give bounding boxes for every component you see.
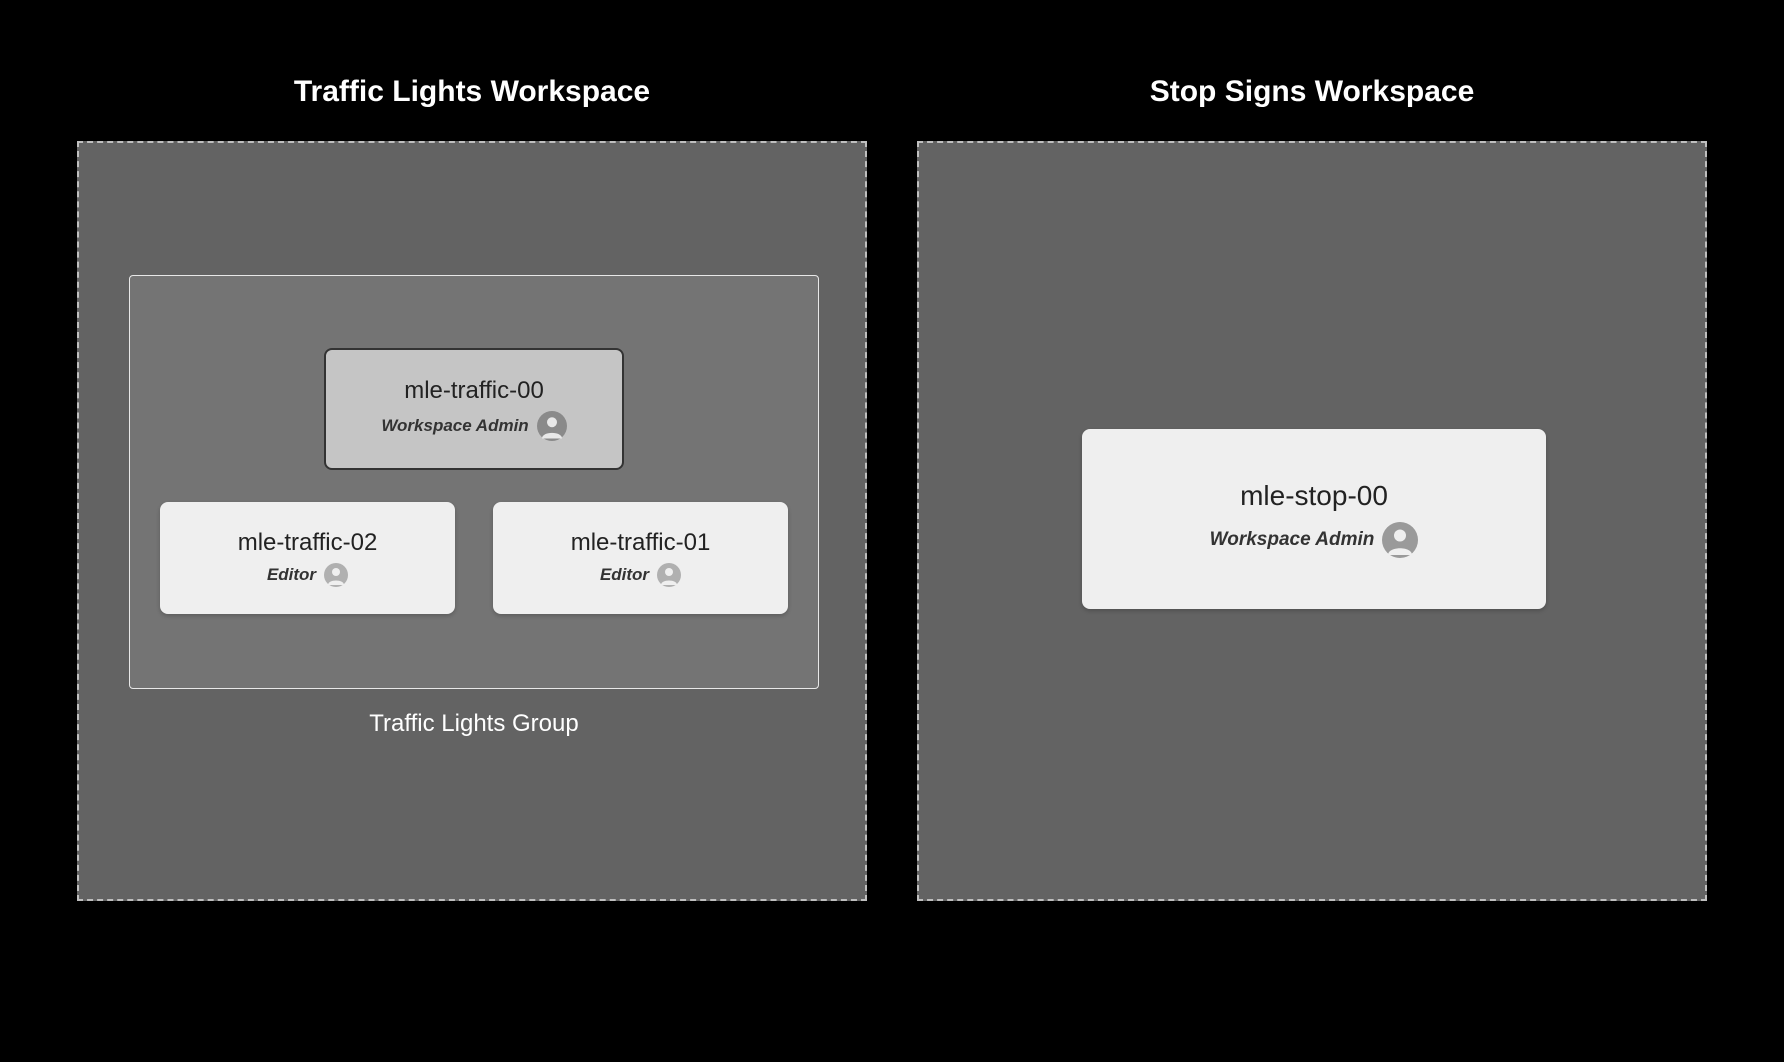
card-name: mle-traffic-00 [404,377,544,405]
user-icon [537,411,567,441]
editor-row: mle-traffic-02 Editor mle-traffic-01 [158,502,790,614]
role-line: Editor [600,563,681,587]
user-icon [1382,522,1418,558]
workspace-column-traffic: Traffic Lights Workspace mle-traffic-00 … [77,75,867,901]
editor-card: mle-traffic-02 Editor [160,502,455,614]
admin-card: mle-traffic-00 Workspace Admin [324,348,624,470]
user-icon [324,563,348,587]
workspace-title: Traffic Lights Workspace [294,75,650,109]
group-label: Traffic Lights Group [130,710,818,738]
workspace-box-stop: mle-stop-00 Workspace Admin [917,141,1707,901]
workspace-box-traffic: mle-traffic-00 Workspace Admin mle-traff… [77,141,867,901]
diagram-container: Traffic Lights Workspace mle-traffic-00 … [77,75,1707,901]
role-line: Workspace Admin [381,411,566,441]
role-label: Workspace Admin [381,416,528,436]
standalone-card: mle-stop-00 Workspace Admin [1082,429,1546,609]
role-label: Workspace Admin [1210,529,1375,551]
role-line: Editor [267,563,348,587]
editor-card: mle-traffic-01 Editor [493,502,788,614]
group-box: mle-traffic-00 Workspace Admin mle-traff… [129,275,819,689]
user-icon [657,563,681,587]
card-name: mle-traffic-02 [238,529,378,557]
role-line: Workspace Admin [1210,522,1419,558]
workspace-column-stop: Stop Signs Workspace mle-stop-00 Workspa… [917,75,1707,901]
card-name: mle-traffic-01 [571,529,711,557]
card-name: mle-stop-00 [1240,480,1388,512]
workspace-title: Stop Signs Workspace [1150,75,1475,109]
role-label: Editor [600,565,649,585]
role-label: Editor [267,565,316,585]
